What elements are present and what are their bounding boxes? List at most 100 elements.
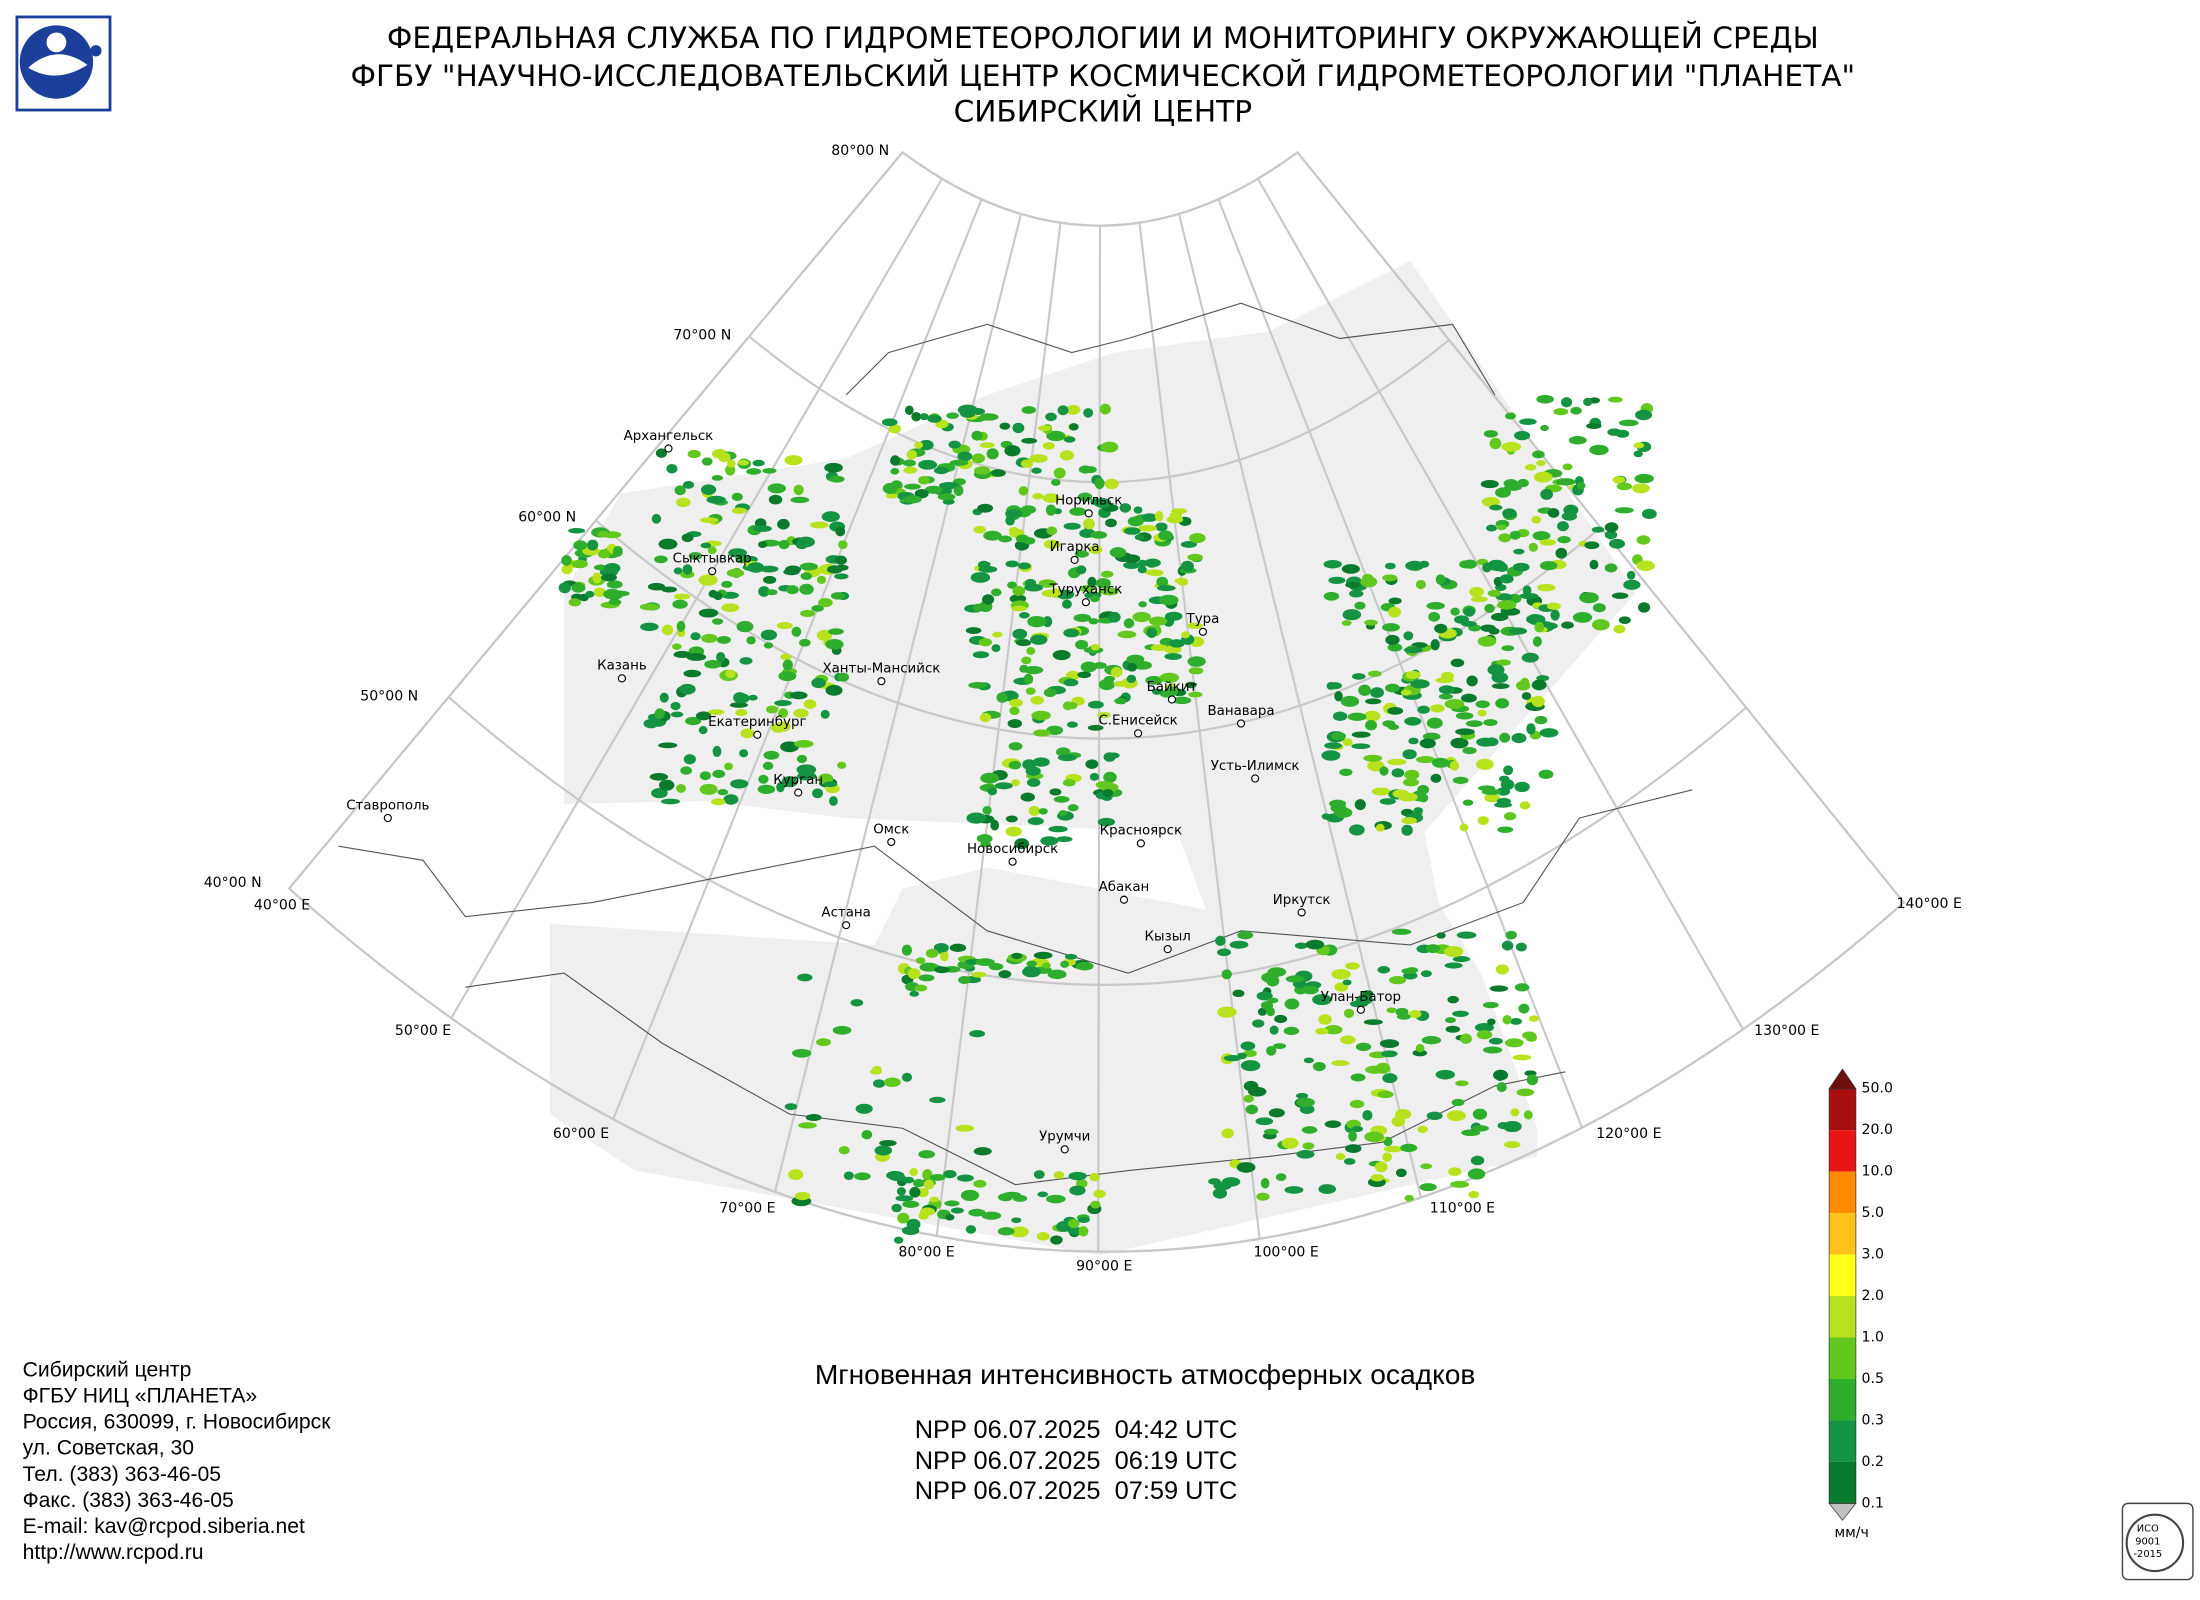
rain-cell <box>795 541 808 550</box>
rain-cell <box>1428 611 1441 622</box>
rain-cell <box>1345 581 1361 589</box>
rain-cell <box>793 740 814 748</box>
rain-cell <box>1109 547 1127 558</box>
rain-cell <box>948 440 961 449</box>
rain-cell <box>673 567 683 575</box>
rain-cell <box>1188 691 1203 698</box>
rain-cell <box>1342 609 1362 621</box>
city-marker <box>1167 695 1177 704</box>
rain-cell <box>698 608 719 618</box>
rain-cell <box>1011 605 1027 612</box>
city-name: Кызыл <box>1145 929 1191 944</box>
rain-cell <box>1463 607 1475 617</box>
rain-cell <box>1005 826 1022 837</box>
rain-cell <box>1592 603 1606 613</box>
rain-cell <box>1007 581 1017 589</box>
rain-cell <box>1168 639 1185 648</box>
rain-cell <box>690 632 701 641</box>
rain-cell <box>1368 670 1382 677</box>
rain-cell <box>778 539 790 550</box>
rain-cell <box>1053 795 1070 803</box>
rain-cell <box>925 948 939 958</box>
colorbar-segment <box>1829 1296 1856 1338</box>
rain-cell <box>945 1214 955 1221</box>
rain-cell <box>1021 437 1038 444</box>
rain-cell <box>1301 1126 1318 1134</box>
rain-cell <box>1604 563 1618 573</box>
rain-cell <box>1159 672 1180 683</box>
rain-cell <box>1518 1003 1530 1014</box>
rain-cell <box>1095 578 1111 589</box>
rain-cell <box>1384 562 1396 570</box>
rain-cell <box>654 555 668 564</box>
rain-cell <box>1005 560 1019 568</box>
badge-text: -2015 <box>2133 1549 2162 1560</box>
rain-cell <box>1095 781 1114 789</box>
rain-cell <box>824 462 843 473</box>
rain-cell <box>1069 507 1087 516</box>
rain-cell <box>1430 639 1440 651</box>
rain-cell <box>896 1187 906 1196</box>
rain-cell <box>1042 442 1055 450</box>
rain-cell <box>651 788 668 799</box>
rain-cell <box>1499 574 1514 584</box>
rain-cell <box>1126 674 1137 684</box>
rain-cell <box>666 463 678 474</box>
rain-cell <box>1512 1054 1532 1061</box>
rain-cell <box>1274 1014 1288 1024</box>
rain-cell <box>1489 985 1509 992</box>
rain-cell <box>762 761 774 771</box>
rain-cell <box>965 1225 977 1234</box>
rain-cell <box>782 659 793 671</box>
rain-cell <box>1074 550 1090 558</box>
rain-cell <box>758 774 769 784</box>
rain-cell <box>1539 560 1558 571</box>
city-name: Курган <box>773 773 823 788</box>
city-marker <box>1251 774 1260 783</box>
rain-cell <box>1180 540 1198 548</box>
rain-cell <box>1137 565 1147 574</box>
rain-cell <box>1012 422 1025 434</box>
colorbar-segment <box>1829 1378 1856 1421</box>
rain-cell <box>675 783 686 793</box>
rain-cell <box>1240 1041 1256 1051</box>
meridian <box>288 151 904 890</box>
rain-cell <box>1377 1090 1394 1099</box>
rain-cell <box>1020 792 1036 802</box>
rain-cell <box>796 764 817 776</box>
city-name: Улан-Батор <box>1321 990 1401 1005</box>
rain-cell <box>1415 1043 1425 1053</box>
rain-cell <box>1026 778 1041 787</box>
rain-cell <box>800 572 813 580</box>
rain-cell <box>784 1103 798 1111</box>
rain-cell <box>1049 788 1062 796</box>
rain-cell <box>1443 946 1464 958</box>
rain-cell <box>825 684 843 696</box>
rain-cell <box>1009 698 1024 707</box>
city-name: Казань <box>597 659 647 674</box>
rain-cell <box>1323 591 1340 601</box>
rain-cell <box>1377 965 1391 974</box>
rain-cell <box>1633 442 1645 449</box>
rain-cell <box>1056 589 1075 600</box>
rain-cell <box>680 766 692 775</box>
rain-cell <box>1408 737 1419 745</box>
rain-cell <box>1401 824 1413 836</box>
rain-cell <box>1488 1037 1503 1045</box>
rain-cell <box>735 709 748 717</box>
rain-cell <box>1387 758 1407 766</box>
rain-cell <box>1613 624 1626 634</box>
rain-cell <box>1438 693 1454 700</box>
rain-cell <box>1501 645 1515 652</box>
rain-cell <box>1452 776 1469 784</box>
city-name: Новосибирск <box>967 841 1058 857</box>
rain-cell <box>799 562 818 571</box>
rain-cell <box>973 1147 992 1156</box>
rain-cell <box>1424 1036 1437 1043</box>
rain-cell <box>793 708 809 718</box>
rain-cell <box>972 651 990 659</box>
rain-cell <box>904 483 921 490</box>
meridian <box>1138 222 1261 1239</box>
rain-cell <box>776 622 793 630</box>
rain-cell <box>659 692 669 703</box>
